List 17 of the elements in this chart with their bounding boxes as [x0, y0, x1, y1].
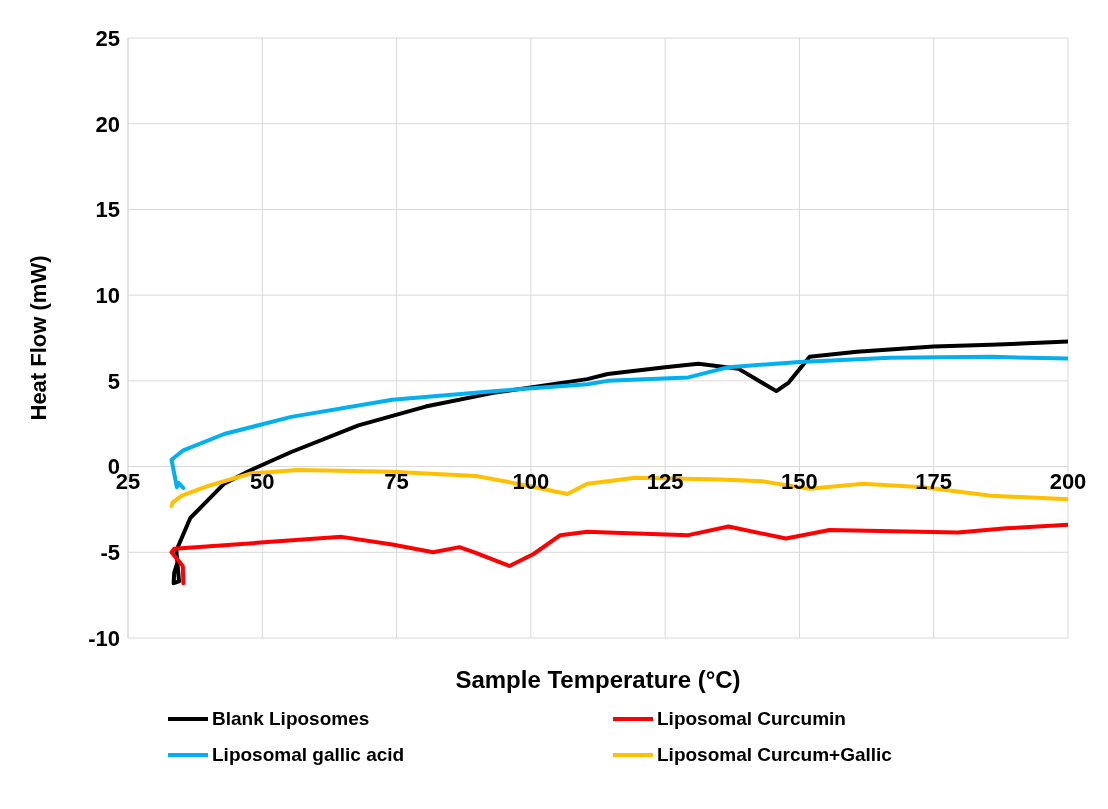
legend-label: Blank Liposomes [212, 708, 370, 730]
legend-label: Liposomal gallic acid [212, 744, 405, 766]
x-axis-title: Sample Temperature (°C) [455, 666, 741, 693]
x-tick-label: 50 [250, 468, 275, 494]
x-tick-label: 200 [1049, 468, 1087, 494]
y-axis-title: Heat Flow (mW) [25, 255, 51, 421]
y-tick-label: 20 [95, 111, 120, 137]
legend-label: Liposomal Curcumin [657, 708, 846, 730]
y-tick-label: 10 [95, 282, 120, 308]
y-tick-label: 15 [95, 197, 120, 223]
y-tick-label: 5 [107, 368, 120, 394]
y-tick-label: -5 [100, 540, 120, 566]
y-tick-label: -10 [88, 625, 120, 651]
y-tick-label: 25 [95, 25, 120, 51]
x-tick-label: 75 [384, 468, 409, 494]
legend-label: Liposomal Curcum+Gallic [657, 744, 892, 766]
line-series [169, 522, 1068, 586]
